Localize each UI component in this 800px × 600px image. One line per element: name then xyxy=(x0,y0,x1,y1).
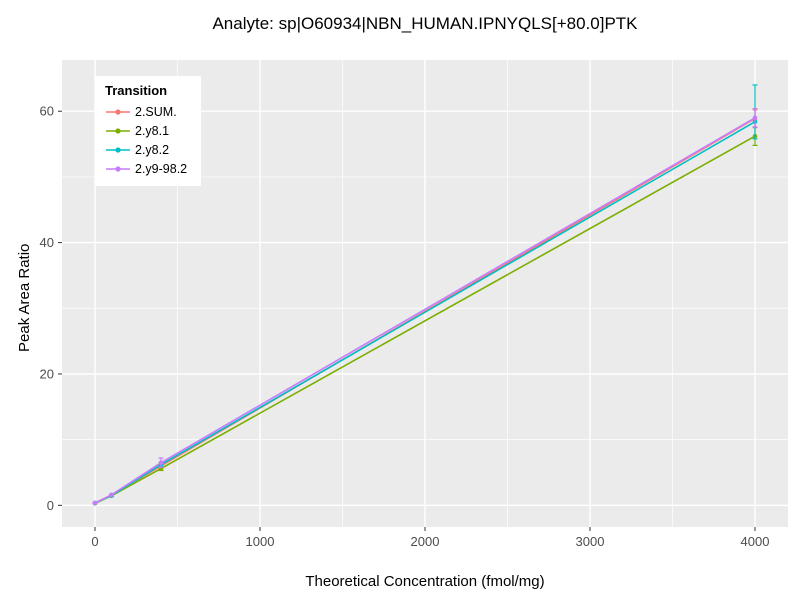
y-tick-label: 40 xyxy=(40,235,54,250)
x-tick-label: 3000 xyxy=(576,534,605,549)
y-tick-label: 20 xyxy=(40,366,54,381)
x-axis-title: Theoretical Concentration (fmol/mg) xyxy=(305,573,545,590)
legend: Transition 2.SUM. 2.y8.1 2.y8.2 2.y9-98.2 xyxy=(95,76,202,186)
legend-entries: 2.SUM. 2.y8.1 2.y8.2 2.y9-98.2 xyxy=(105,102,187,178)
legend-entry-label: 2.SUM. xyxy=(135,104,177,119)
y-tick-label: 60 xyxy=(40,104,54,119)
data-point xyxy=(752,115,758,121)
y-axis-title: Peak Area Ratio xyxy=(16,243,33,352)
legend-entry-2.SUM.: 2.SUM. xyxy=(105,102,187,121)
legend-entry-2.y8.1: 2.y8.1 xyxy=(105,121,187,140)
legend-entry-label: 2.y8.2 xyxy=(135,142,170,157)
legend-entry-label: 2.y9-98.2 xyxy=(135,161,188,176)
series-line-2.y9-98.2 xyxy=(94,117,756,504)
x-tick-label: 0 xyxy=(91,534,98,549)
chart-title: Analyte: sp|O60934|NBN_HUMAN.IPNYQLS[+80… xyxy=(212,14,638,33)
x-tick-label: 1000 xyxy=(246,534,275,549)
legend-key-icon xyxy=(106,165,130,172)
legend-entry-2.y8.2: 2.y8.2 xyxy=(105,140,187,159)
x-tick-label: 2000 xyxy=(411,534,440,549)
data-point xyxy=(158,460,164,465)
legend-title: Transition xyxy=(105,83,168,98)
data-point xyxy=(109,492,114,498)
legend-key-icon xyxy=(106,127,130,134)
y-tick-label: 0 xyxy=(47,498,54,513)
x-tick-label: 4000 xyxy=(741,534,770,549)
legend-entry-2.y9-98.2: 2.y9-98.2 xyxy=(105,159,187,178)
data-point xyxy=(92,500,98,506)
legend-key-icon xyxy=(106,108,130,115)
legend-key-icon xyxy=(106,146,130,153)
legend-entry-label: 2.y8.1 xyxy=(135,123,170,138)
